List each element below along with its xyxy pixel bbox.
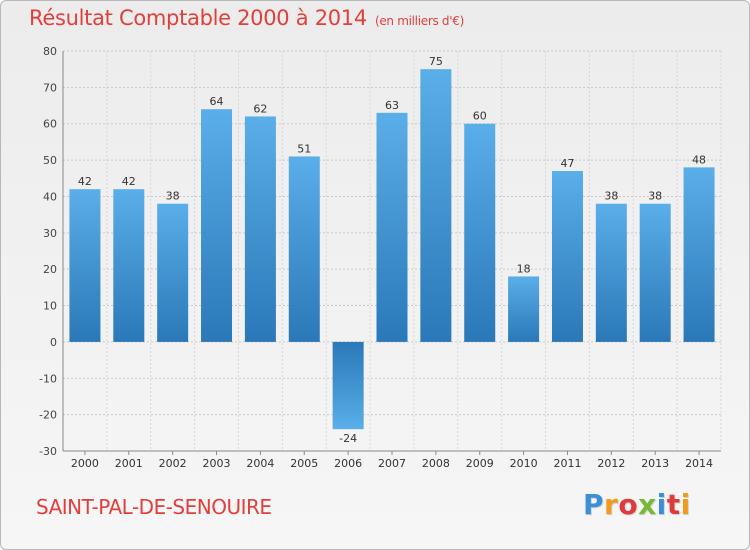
bar-2007 [376, 112, 408, 342]
bar-value-label: 62 [253, 102, 267, 115]
x-tick-label: 2014 [685, 457, 713, 470]
y-tick-label: 10 [43, 300, 57, 313]
x-tick-label: 2003 [203, 457, 231, 470]
y-tick-label: -30 [39, 445, 57, 458]
chart-title: Résultat Comptable 2000 à 2014 (en millie… [29, 6, 464, 30]
x-tick-label: 2012 [597, 457, 625, 470]
logo-letter: t [666, 488, 681, 521]
chart-title-text: Résultat Comptable 2000 à 2014 [29, 6, 367, 30]
x-tick-label: 2004 [246, 457, 274, 470]
logo-letter: P [583, 488, 605, 521]
data-labels: 42 42 38 64 62 51 -24 63 75 60 18 47 38 38 48 [78, 55, 706, 445]
bar-value-label: 60 [473, 110, 487, 123]
x-tick-label: 2008 [422, 457, 450, 470]
bar-value-label: 38 [648, 190, 662, 203]
bar-value-label: 18 [517, 262, 531, 275]
bar-value-label: 38 [166, 190, 180, 203]
y-tick-label: 20 [43, 263, 57, 276]
bar-2005 [288, 156, 320, 342]
bar-2013 [639, 203, 671, 342]
y-tick-label: 60 [43, 118, 57, 131]
logo-letter: r [604, 488, 619, 521]
x-tick-label: 2006 [334, 457, 362, 470]
bar-value-label: 48 [692, 153, 706, 166]
y-tick-label: 30 [43, 227, 57, 240]
logo-letter: i [656, 488, 667, 521]
x-tick-label: 2000 [71, 457, 99, 470]
proxiti-logo[interactable]: Proxiti [583, 488, 691, 521]
x-tick-label: 2013 [641, 457, 669, 470]
bar-2014 [683, 167, 715, 342]
y-tick-label: -20 [39, 409, 57, 422]
town-name: SAINT-PAL-DE-SENOUIRE [36, 495, 272, 519]
bar-value-label: 75 [429, 55, 443, 68]
x-tick-label: 2001 [115, 457, 143, 470]
logo-letter: o [618, 488, 639, 521]
bar-value-label: 42 [78, 175, 92, 188]
bar-2006 [332, 341, 364, 430]
bar-2011 [551, 171, 583, 342]
axes: -30 -20 -10 0 10 20 30 40 50 60 70 80 2000 2001 2002 20… [39, 45, 721, 470]
bar-2001 [113, 189, 145, 342]
bar-2000 [69, 189, 101, 342]
y-tick-label: -10 [39, 372, 57, 385]
y-tick-label: 0 [50, 336, 57, 349]
bars [69, 69, 715, 430]
bar-2009 [464, 123, 496, 342]
bar-2010 [508, 276, 540, 342]
y-tick-label: 40 [43, 190, 57, 203]
bar-value-label: 47 [560, 157, 574, 170]
bar-value-label: 42 [122, 175, 136, 188]
x-tick-label: 2002 [159, 457, 187, 470]
bar-value-label: 63 [385, 99, 399, 112]
bar-2003 [201, 109, 233, 342]
bar-value-label: -24 [339, 432, 357, 445]
bar-2008 [420, 69, 452, 342]
x-tick-label: 2011 [553, 457, 581, 470]
chart-subtitle: (en milliers d'€) [374, 14, 464, 28]
y-tick-label: 80 [43, 45, 57, 58]
bar-value-label: 64 [210, 95, 224, 108]
x-tick-label: 2007 [378, 457, 406, 470]
bar-2012 [595, 203, 627, 342]
bar-value-label: 51 [297, 142, 311, 155]
bar-2002 [157, 203, 189, 342]
logo-letter: i [680, 488, 691, 521]
y-tick-label: 50 [43, 154, 57, 167]
x-tick-label: 2010 [510, 457, 538, 470]
bar-value-label: 38 [604, 190, 618, 203]
x-tick-label: 2009 [466, 457, 494, 470]
bar-2004 [244, 116, 276, 342]
x-tick-label: 2005 [290, 457, 318, 470]
logo-letter: x [638, 488, 657, 521]
y-tick-label: 70 [43, 81, 57, 94]
